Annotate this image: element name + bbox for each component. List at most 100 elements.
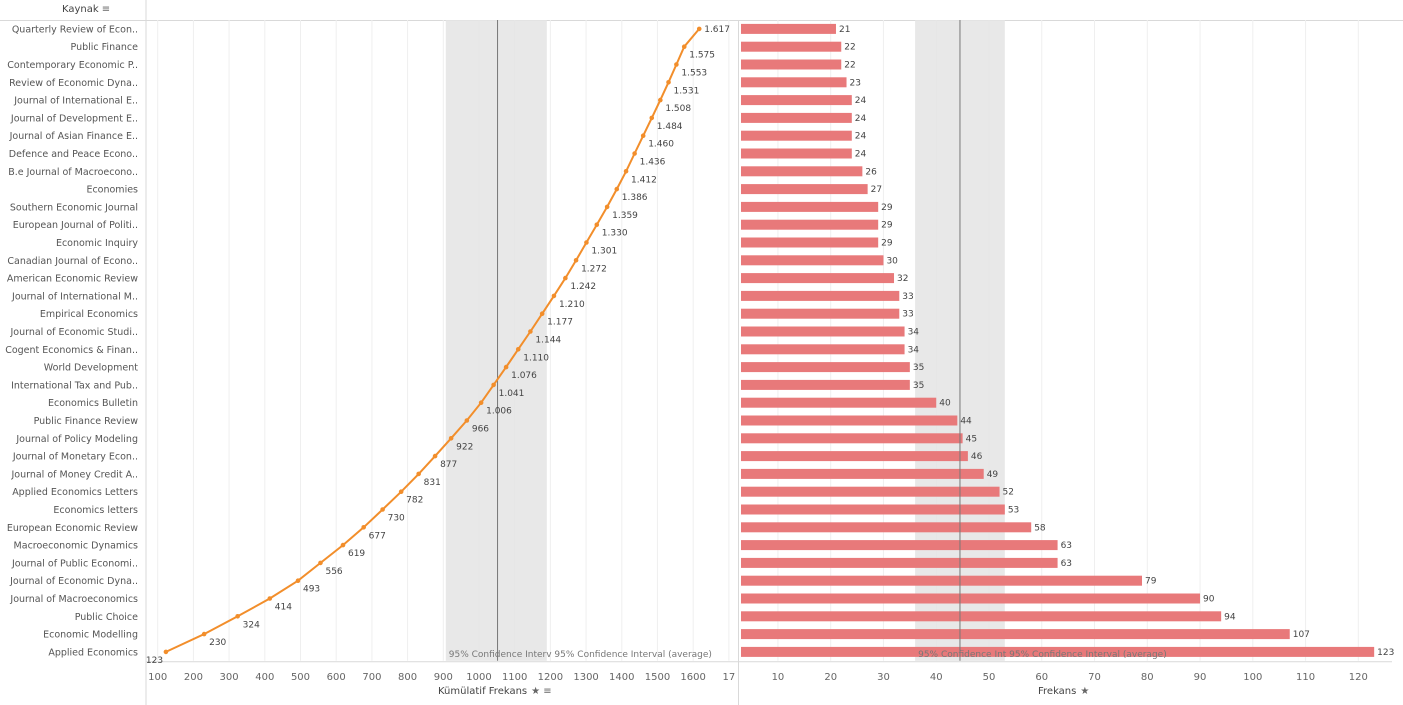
bar-value-label: 53 xyxy=(1008,506,1019,516)
x-tick-left: 300 xyxy=(220,672,239,683)
x-tick-left: 1100 xyxy=(502,672,527,683)
line-value-label: 1.617 xyxy=(704,25,730,35)
bar xyxy=(741,397,937,408)
line-point xyxy=(573,258,579,263)
bar xyxy=(741,77,847,88)
bar xyxy=(741,522,1032,533)
line-point xyxy=(632,151,637,156)
x-tick-right: 100 xyxy=(1243,672,1262,683)
bar-value-label: 49 xyxy=(987,470,999,480)
bar xyxy=(741,593,1201,604)
row-label: Economic Inquiry xyxy=(56,238,138,249)
line-point xyxy=(361,525,366,530)
line-value-label: 730 xyxy=(388,514,405,524)
bar xyxy=(741,557,1058,568)
x-axis-title-right[interactable]: Frekans ★ xyxy=(1038,686,1089,697)
line-point xyxy=(515,347,521,352)
bar-value-label: 32 xyxy=(897,274,908,284)
row-label: Public Choice xyxy=(75,612,138,623)
line-value-label: 230 xyxy=(209,638,226,648)
bar-value-label: 33 xyxy=(902,310,913,320)
row-label: Journal of Economic Dyna.. xyxy=(9,576,138,587)
header-row: Kaynak ≡ xyxy=(0,0,1403,21)
bar-value-label: 45 xyxy=(966,434,977,444)
line-point xyxy=(658,97,663,103)
bar-value-label: 52 xyxy=(1003,488,1014,498)
row-label: Contemporary Economic P.. xyxy=(7,60,138,71)
line-value-label: 324 xyxy=(243,620,260,630)
field-label[interactable]: Kaynak ≡ xyxy=(62,4,110,15)
x-tick-right: 90 xyxy=(1194,672,1207,683)
bar-value-label: 94 xyxy=(1224,612,1236,622)
row-label: Journal of Asian Finance E.. xyxy=(9,131,138,142)
x-axis-title-left[interactable]: Kümülatif Frekans ★ ≡ xyxy=(438,686,552,697)
x-tick-left: 100 xyxy=(148,672,167,683)
line-value-label: 1.144 xyxy=(535,336,561,346)
bar-value-label: 24 xyxy=(855,150,867,160)
bar-value-label: 22 xyxy=(844,43,855,53)
x-tick-right: 80 xyxy=(1141,672,1154,683)
line-point xyxy=(491,382,496,388)
x-tick-right: 20 xyxy=(824,672,837,683)
row-label: Southern Economic Journal xyxy=(10,202,138,213)
bar xyxy=(741,130,852,141)
row-label: Empirical Economics xyxy=(40,309,138,320)
x-axis-title-left-text: Kümülatif Frekans xyxy=(438,686,528,697)
bar-value-label: 90 xyxy=(1203,595,1215,605)
bar-value-label: 35 xyxy=(913,381,924,391)
row-label: Journal of International M.. xyxy=(11,291,138,302)
row-label: Applied Economics xyxy=(48,647,138,658)
bar xyxy=(741,575,1143,586)
bar xyxy=(741,326,905,337)
row-label: Quarterly Review of Econ.. xyxy=(12,24,138,35)
bar xyxy=(741,255,884,266)
bar xyxy=(741,362,910,373)
bar-value-label: 24 xyxy=(855,96,867,106)
line-value-label: 1.531 xyxy=(674,86,700,96)
x-tick-left: 600 xyxy=(327,672,346,683)
bar-value-label: 21 xyxy=(839,25,850,35)
bar-value-label: 29 xyxy=(881,221,893,231)
line-point xyxy=(416,471,421,477)
bar-value-label: 27 xyxy=(871,185,882,195)
line-point xyxy=(649,115,655,121)
bar xyxy=(741,112,852,123)
sort-icon[interactable]: ≡ xyxy=(101,4,111,15)
row-label: International Tax and Pub.. xyxy=(11,380,138,391)
bar xyxy=(741,451,968,462)
line-value-label: 1.575 xyxy=(689,51,715,61)
x-tick-left: 900 xyxy=(434,672,453,683)
x-tick-left: 1600 xyxy=(680,672,705,683)
line-value-label: 619 xyxy=(348,549,365,559)
row-label: B.e Journal of Macroecono.. xyxy=(8,167,138,178)
x-tick-right: 120 xyxy=(1349,672,1368,683)
bar-value-label: 23 xyxy=(850,78,861,88)
bar xyxy=(741,237,879,248)
row-label: Economic Modelling xyxy=(43,630,138,641)
line-value-label: 1.272 xyxy=(581,264,607,274)
bar xyxy=(741,166,863,177)
pin-icon[interactable]: ★ xyxy=(1080,686,1090,697)
line-point xyxy=(666,80,671,85)
bar-value-label: 63 xyxy=(1061,559,1072,569)
line-point xyxy=(551,293,557,299)
x-tick-left: 400 xyxy=(255,672,274,683)
line-point xyxy=(640,133,646,138)
line-point xyxy=(674,62,679,67)
bar-value-label: 24 xyxy=(855,132,867,142)
row-label: Applied Economics Letters xyxy=(12,487,138,498)
bar-value-label: 35 xyxy=(913,363,924,373)
row-label: Journal of Monetary Econ.. xyxy=(12,452,138,463)
bar-value-label: 22 xyxy=(844,61,855,71)
pin-sort-icon[interactable]: ★ ≡ xyxy=(531,686,552,697)
line-value-label: 877 xyxy=(440,460,457,470)
line-point xyxy=(295,578,301,583)
x-tick-right: 40 xyxy=(930,672,943,683)
row-label: Economies xyxy=(86,185,138,196)
bar xyxy=(741,344,905,355)
line-value-label: 1.210 xyxy=(559,300,585,310)
x-tick-right: 60 xyxy=(1035,672,1048,683)
row-label: Journal of Money Credit A.. xyxy=(10,469,138,480)
row-label: Economics Bulletin xyxy=(48,398,138,409)
